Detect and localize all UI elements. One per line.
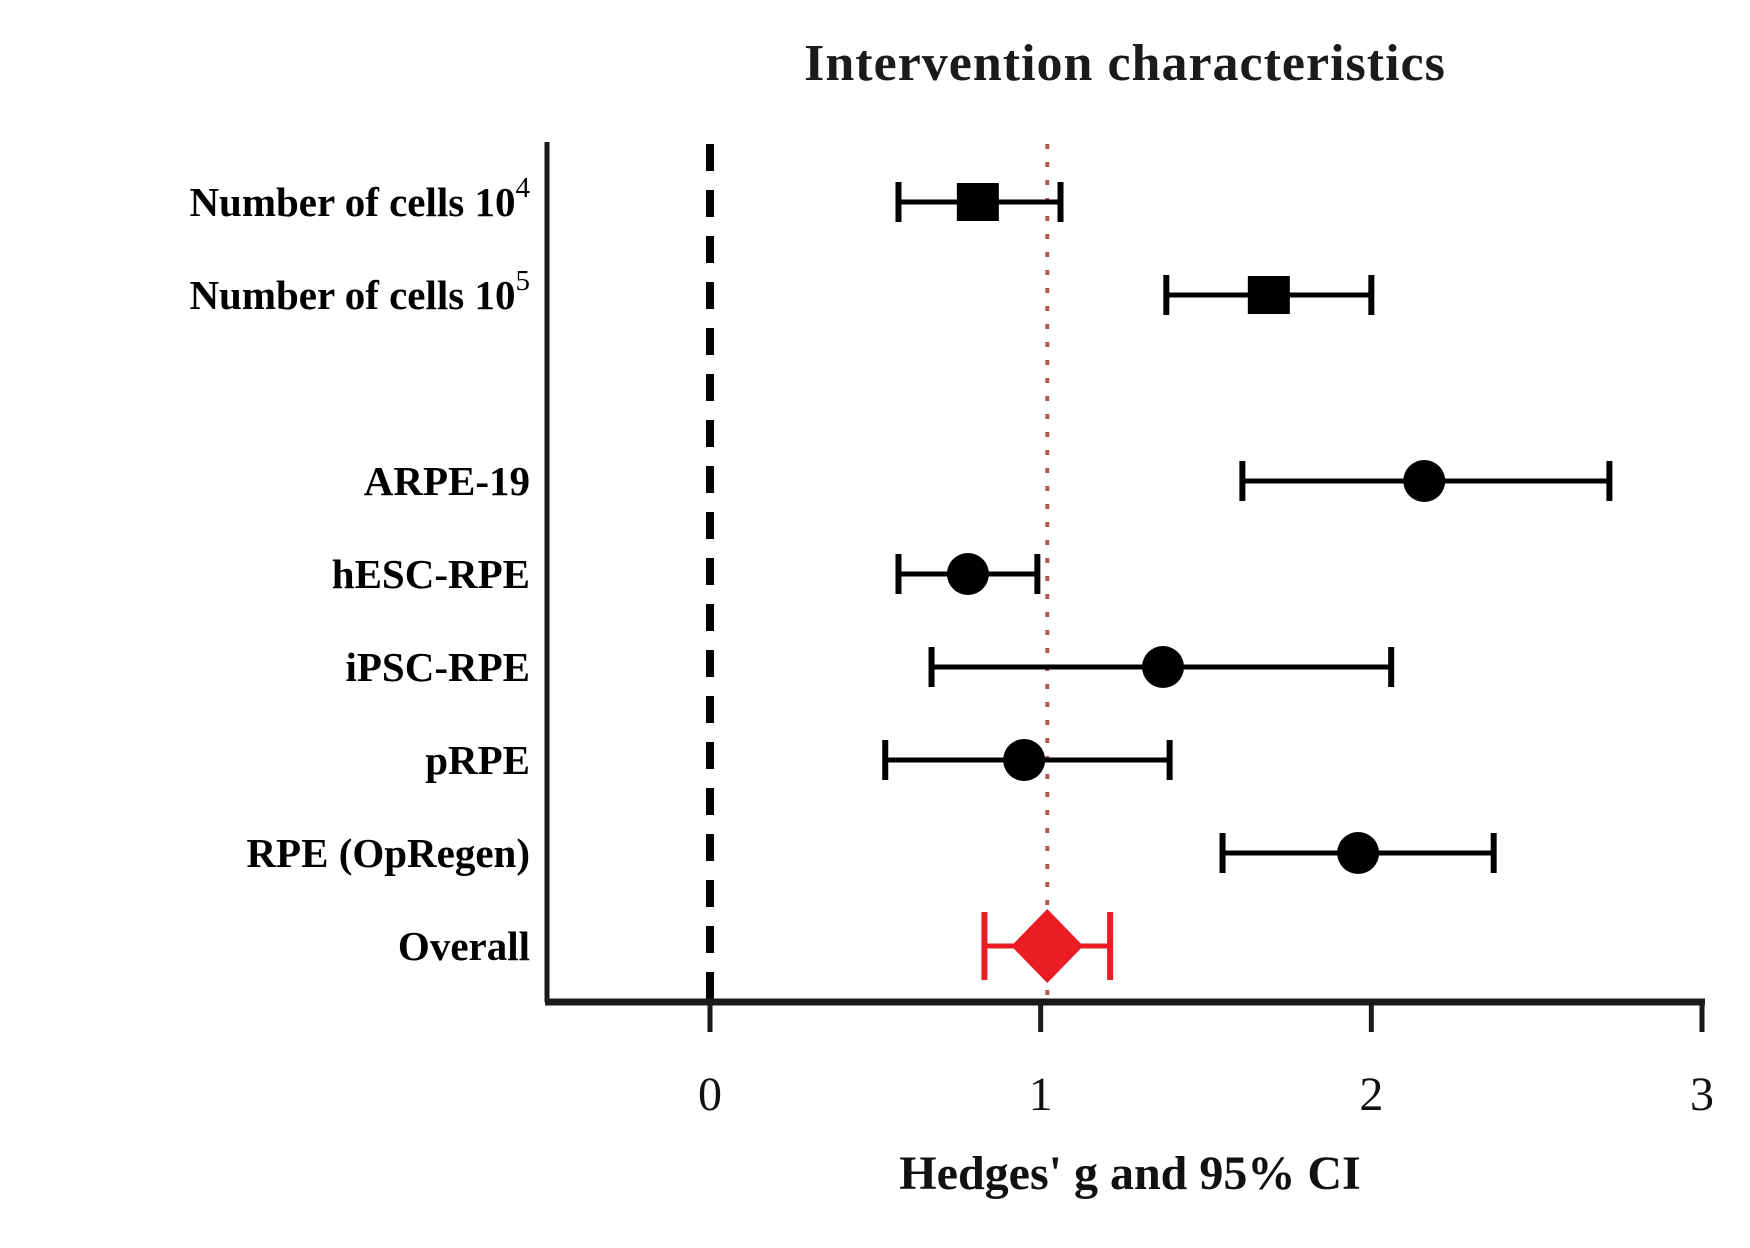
row-label: pRPE: [425, 737, 530, 783]
x-tick-label: 1: [1029, 1068, 1053, 1121]
row-label: iPSC-RPE: [346, 644, 531, 690]
x-tick-label: 2: [1359, 1068, 1383, 1121]
marker-square: [956, 183, 999, 221]
row-label: hESC-RPE: [332, 551, 530, 597]
marker-circle: [1403, 460, 1446, 502]
row-label: ARPE-19: [364, 458, 530, 504]
marker-square: [1247, 276, 1290, 314]
row-label: Overall: [398, 923, 530, 969]
marker-circle: [946, 553, 989, 595]
chart-title: Intervention characteristics: [804, 35, 1446, 92]
row-label: Number of cells 104: [189, 172, 530, 225]
marker-diamond: [1011, 909, 1084, 983]
x-tick-label: 0: [698, 1068, 722, 1121]
x-tick-label: 3: [1690, 1068, 1714, 1121]
row-label: Number of cells 105: [189, 265, 530, 318]
x-axis-label: Hedges' g and 95% CI: [899, 1147, 1361, 1200]
marker-circle: [1003, 739, 1046, 781]
marker-circle: [1337, 832, 1380, 874]
row-label: RPE (OpRegen): [246, 830, 530, 876]
marker-circle: [1142, 646, 1185, 688]
